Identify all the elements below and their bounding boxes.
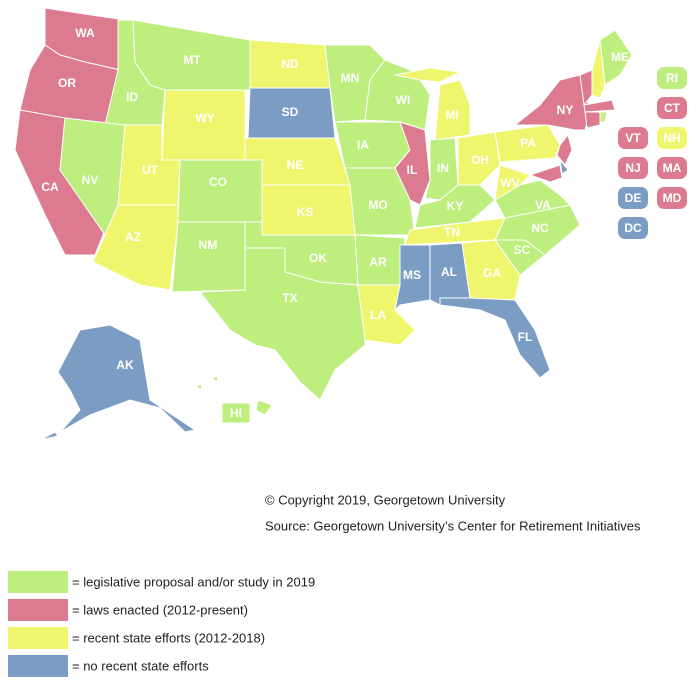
state-label: VA (535, 198, 551, 212)
state-label: CT (664, 101, 681, 115)
state-shape (457, 131, 501, 186)
state-label: PA (520, 136, 536, 150)
state-shape (494, 164, 531, 201)
legend: = legislative proposal and/or study in 2… (8, 571, 315, 677)
state-label: AL (441, 265, 457, 279)
state-label: MT (183, 53, 201, 67)
state-label: NE (287, 158, 304, 172)
state-label: WY (195, 111, 214, 125)
state-label: FL (518, 330, 533, 344)
state-label: NM (199, 238, 218, 252)
state-label: MS (403, 268, 421, 282)
state-shape (583, 99, 616, 113)
state-shape (556, 133, 573, 166)
state-label: AK (116, 358, 134, 372)
state-label-box (618, 217, 648, 239)
state-label: WA (75, 26, 95, 40)
state-label: MN (341, 71, 360, 85)
state-label: OK (309, 251, 327, 265)
state-label: MI (445, 108, 458, 122)
state-label: CA (41, 180, 59, 194)
state-label: LA (370, 308, 386, 322)
state-shape (528, 164, 563, 183)
state-shape (57, 324, 197, 433)
legend-label: = legislative proposal and/or study in 2… (72, 574, 315, 589)
state-label: AZ (125, 230, 141, 244)
state-shape (199, 247, 366, 401)
legend-swatch (8, 599, 68, 621)
state-label: NJ (625, 161, 640, 175)
state-label: NC (531, 221, 549, 235)
state-shape (494, 124, 561, 163)
legend-label: = no recent state efforts (72, 658, 209, 673)
state-label: KY (447, 199, 464, 213)
state-label: WV (500, 176, 519, 190)
state-label: MA (663, 161, 682, 175)
state-label-box (618, 157, 648, 179)
state-label: AR (369, 255, 387, 269)
state-label-box (657, 187, 687, 209)
state-label: RI (666, 71, 678, 85)
state-label-box (657, 157, 687, 179)
state-label: OH (471, 153, 489, 167)
state-shape (513, 74, 591, 131)
state-label: NY (557, 103, 574, 117)
legend-swatch (8, 571, 68, 593)
state-label: NV (82, 173, 99, 187)
state-label: OR (58, 76, 76, 90)
state-label: NH (663, 131, 680, 145)
us-map: WA OR CA ID NV MT WY UT AZ CO NM ND SD NE KS OK TX MN IA MO… (14, 7, 687, 441)
state-label-box (657, 67, 687, 89)
state-label: ND (281, 57, 299, 71)
state-label-box (657, 127, 687, 149)
state-shape (584, 111, 601, 129)
state-shape (171, 221, 246, 293)
state-shape (394, 67, 462, 83)
state-label-box (618, 187, 648, 209)
state-shape (221, 402, 251, 424)
copyright: © Copyright 2019, Georgetown University (265, 492, 506, 507)
state-shape (194, 383, 203, 391)
state-label: ID (126, 90, 138, 104)
state-shape (255, 399, 273, 416)
legend-label: = laws enacted (2012-present) (72, 602, 248, 617)
state-label: KS (297, 205, 314, 219)
state-shape (177, 159, 263, 223)
legend-swatch (8, 655, 68, 677)
state-shape (591, 39, 606, 99)
state-label: CO (209, 175, 227, 189)
state-label: WI (396, 93, 411, 107)
state-label: IA (357, 138, 369, 152)
state-shape (414, 184, 496, 229)
state-shape (434, 79, 471, 141)
legend-swatch (8, 627, 68, 649)
state-label: IN (437, 161, 449, 175)
source: Source: Georgetown University’s Center f… (265, 518, 641, 533)
state-shape (334, 121, 411, 169)
state-label: SD (282, 105, 299, 119)
state-shape (210, 375, 219, 383)
state-label: UT (142, 163, 159, 177)
state-label-box (618, 127, 648, 149)
state-label: GA (483, 266, 501, 280)
state-shape (39, 431, 59, 441)
state-label: TN (444, 225, 460, 239)
state-label: MO (368, 198, 387, 212)
state-label: TX (282, 291, 297, 305)
state-label: DE (625, 191, 642, 205)
state-label: SC (514, 243, 531, 257)
state-shape (599, 111, 608, 123)
state-label: ME (611, 50, 629, 64)
state-label: MD (663, 191, 682, 205)
state-label: IL (407, 163, 418, 177)
state-label: HI (230, 406, 242, 420)
state-label: DC (624, 221, 642, 235)
state-label: VT (625, 131, 641, 145)
state-shape (439, 297, 551, 379)
legend-label: = recent state efforts (2012-2018) (72, 630, 265, 645)
state-shape (394, 121, 431, 206)
state-shape (559, 158, 569, 175)
state-label-box (657, 97, 687, 119)
